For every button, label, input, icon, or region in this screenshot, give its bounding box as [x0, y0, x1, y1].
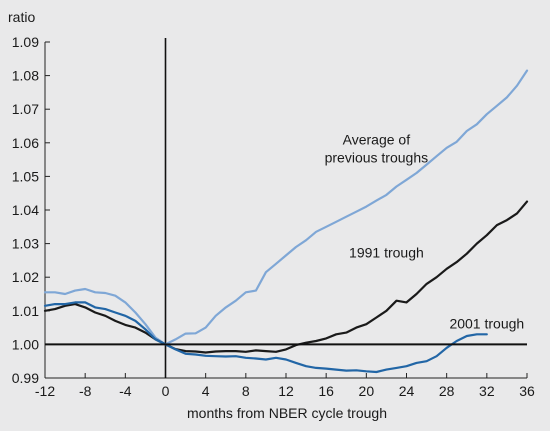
x-tick-label: -12 — [35, 383, 55, 399]
y-tick-label: 1.06 — [12, 135, 39, 151]
axes-layer: 0.99 1.00 1.01 1.02 1.03 1.04 1.05 1.06 1.07 1.08… — [12, 34, 535, 399]
x-tick-label: 0 — [162, 383, 170, 399]
x-tick-label: -4 — [119, 383, 132, 399]
y-tick-label: 1.05 — [12, 168, 39, 184]
y-tick-label: 1.08 — [12, 68, 39, 84]
series-line-1 — [43, 200, 529, 354]
x-tick-label: 28 — [439, 383, 455, 399]
x-tick-label: 36 — [519, 383, 535, 399]
series-line-0 — [43, 69, 529, 346]
y-tick-label: 0.99 — [12, 370, 39, 386]
x-tick-label: 16 — [318, 383, 334, 399]
x-tick-label: -8 — [79, 383, 92, 399]
y-tick-label: 1.09 — [12, 34, 39, 50]
x-tick-label: 32 — [479, 383, 495, 399]
y-tick-label: 1.01 — [12, 303, 39, 319]
series-label-1: 1991 trough — [349, 245, 424, 261]
x-tick-label: 12 — [278, 383, 294, 399]
series-label-line: Average of — [343, 131, 411, 147]
y-axis-title: ratio — [8, 9, 35, 25]
x-tick-label: 24 — [399, 383, 415, 399]
x-tick-label: 8 — [242, 383, 250, 399]
series-line-2 — [43, 301, 488, 374]
series-label-2: 2001 trough — [449, 315, 524, 331]
series-label-line: previous troughs — [325, 149, 429, 165]
y-tick-label: 1.00 — [12, 336, 39, 352]
y-tick-label: 1.03 — [12, 236, 39, 252]
series-layer — [43, 69, 529, 374]
series-label-0: Average of previous troughs — [325, 131, 429, 165]
y-tick-label: 1.02 — [12, 269, 39, 285]
x-axis-title: months from NBER cycle trough — [187, 405, 387, 421]
label-layer: Average of previous troughs 1991 trough 200… — [325, 131, 525, 331]
y-tick-label: 1.04 — [12, 202, 39, 218]
x-tick-label: 4 — [202, 383, 210, 399]
x-tick-label: 20 — [359, 383, 375, 399]
y-tick-label: 1.07 — [12, 101, 39, 117]
